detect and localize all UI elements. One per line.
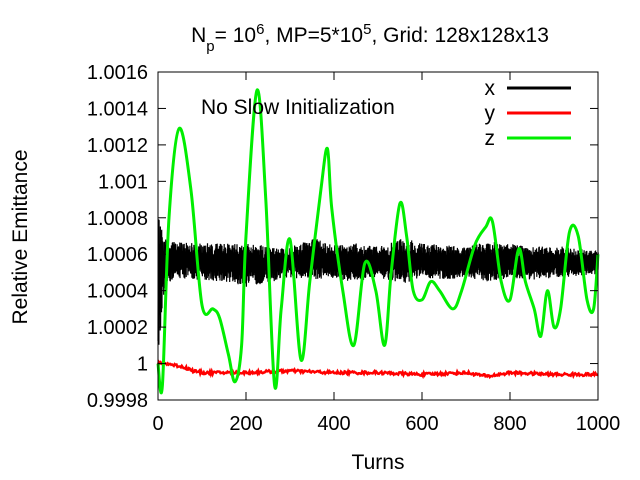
annotation-text: No Slow Initialization — [201, 96, 395, 119]
x-tick-label: 200 — [229, 413, 262, 435]
y-tick-label: 1.0002 — [87, 317, 148, 339]
legend-label-z: z — [485, 127, 496, 150]
y-tick-label: 0.9998 — [87, 390, 148, 412]
plot-frame — [157, 71, 599, 401]
y-tick-label: 1.0004 — [87, 281, 148, 303]
series-layer — [156, 88, 600, 395]
chart-title-text: Np= 106, MP=5*105, Grid: 128x128x13 — [191, 21, 549, 55]
y-axis-label: Relative Emittance — [9, 149, 32, 324]
x-tick-label: 800 — [493, 413, 526, 435]
series-z-line — [156, 88, 600, 395]
x-tick-label: 1000 — [576, 413, 621, 435]
x-tick-label: 600 — [405, 413, 438, 435]
legend: xyz — [485, 77, 571, 150]
x-axis-label: Turns — [352, 451, 405, 474]
y-tick-label: 1.0016 — [87, 62, 148, 84]
y-tick-label: 1.0014 — [87, 98, 148, 120]
plot-area: 0.9998 1 1.0002 1.0004 1.0006 1.0008 1.001 1.00… — [87, 62, 620, 435]
y-tick-label: 1 — [137, 354, 148, 376]
legend-label-y: y — [485, 102, 496, 125]
series-x-line — [157, 219, 599, 345]
ticks-layer: 0.9998 1 1.0002 1.0004 1.0006 1.0008 1.001 1.00… — [87, 62, 620, 435]
chart-title: Np= 106, MP=5*105, Grid: 128x128x13 — [191, 21, 549, 55]
x-tick-label: 0 — [152, 413, 163, 435]
y-tick-label: 1.0008 — [87, 208, 148, 230]
y-tick-label: 1.0012 — [87, 135, 148, 157]
series-y-line — [156, 359, 599, 380]
x-tick-label: 400 — [317, 413, 350, 435]
y-tick-label: 1.0006 — [87, 244, 148, 266]
y-tick-label: 1.001 — [98, 171, 148, 193]
legend-label-x: x — [485, 77, 496, 100]
